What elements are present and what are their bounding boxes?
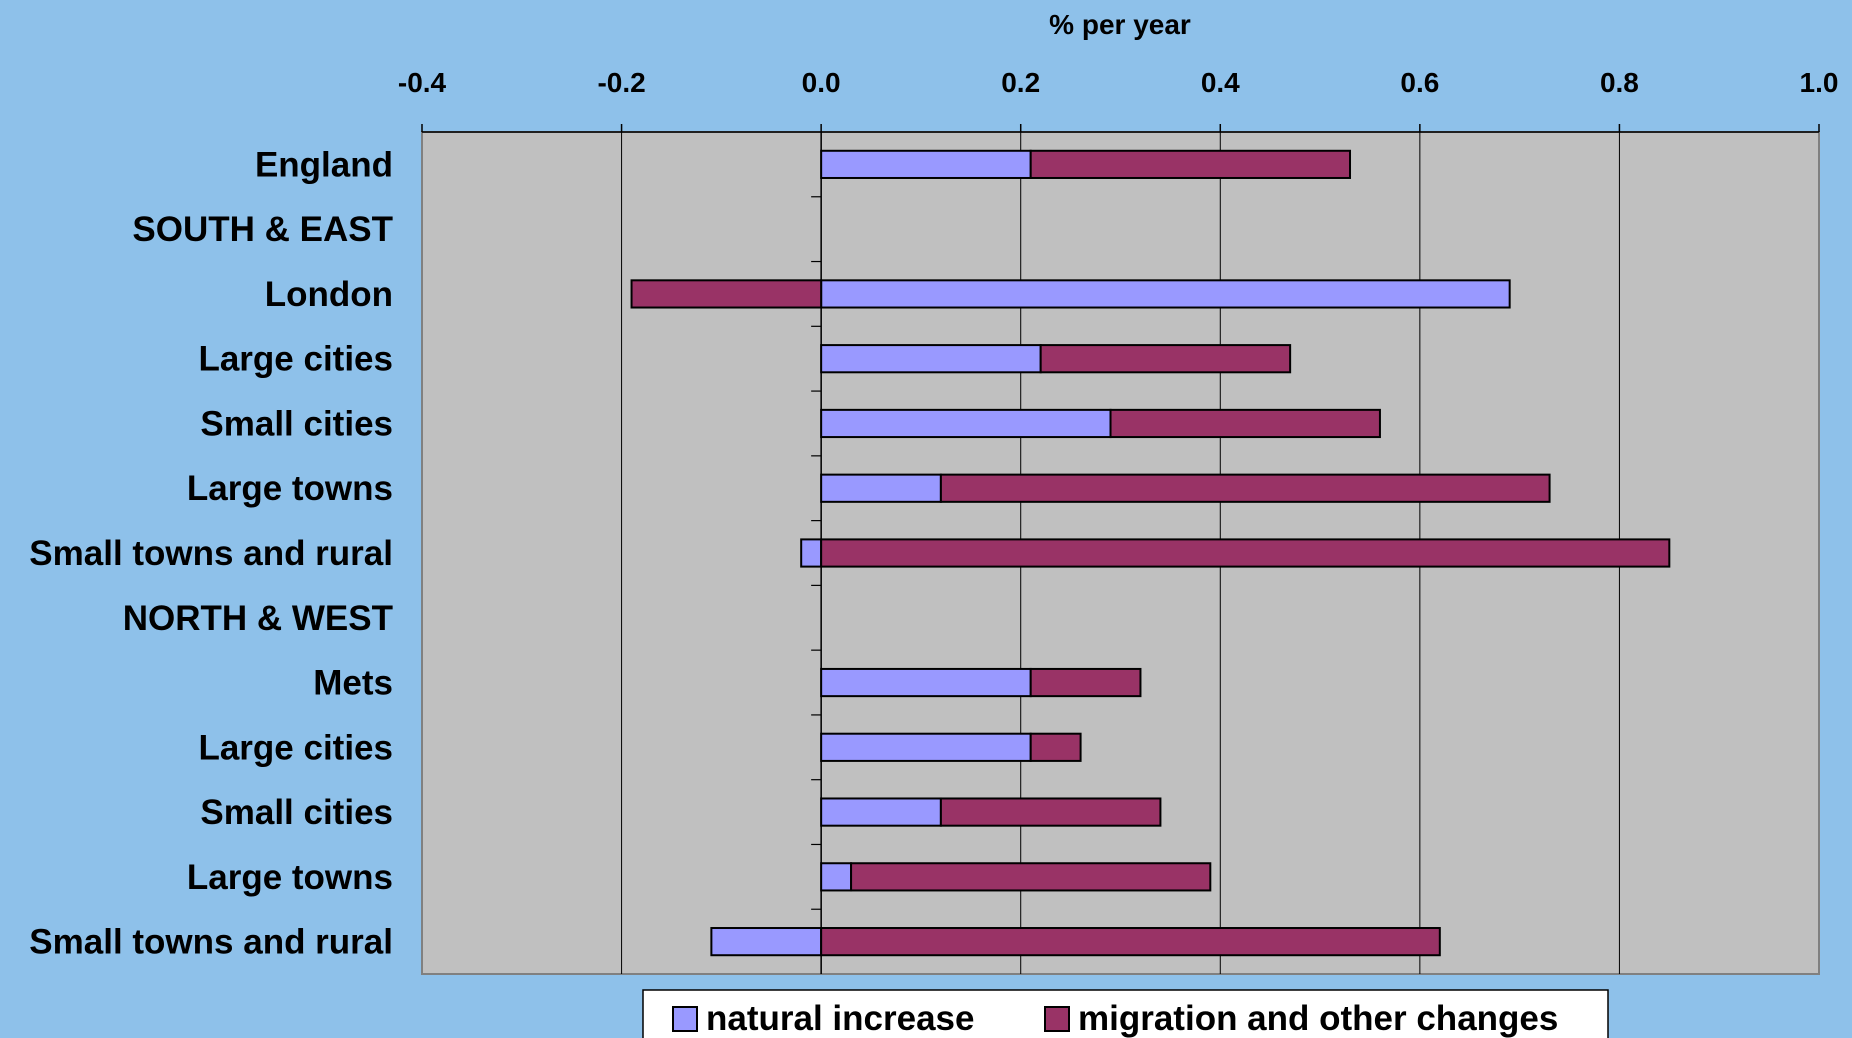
bars: [630, 149, 1671, 957]
bar-segment: [820, 149, 1032, 179]
bar-segment: [939, 473, 1551, 503]
category-label: England: [255, 145, 393, 184]
category-label: Small towns and rural: [29, 534, 393, 573]
legend-label-migration: migration and other changes: [1078, 999, 1558, 1038]
x-axis-title: % per year: [1049, 9, 1191, 40]
category-label: Large cities: [198, 340, 393, 379]
bar-segment: [1039, 344, 1292, 374]
x-tick-label: 0.4: [1201, 67, 1240, 98]
category-label: Small towns and rural: [29, 923, 393, 962]
category-label: NORTH & WEST: [123, 599, 393, 638]
category-label: Small cities: [200, 793, 393, 832]
bar-segment: [1029, 732, 1082, 762]
legend-label-natural-increase: natural increase: [706, 999, 974, 1038]
bar-segment: [710, 927, 823, 957]
category-label: Large cities: [198, 728, 393, 767]
bar-segment: [820, 344, 1042, 374]
bar-segment: [800, 538, 823, 568]
x-tick-label: 0.6: [1400, 67, 1439, 98]
bar-segment: [820, 862, 853, 892]
bar-segment: [820, 473, 942, 503]
bar-segment: [630, 279, 823, 309]
category-label: SOUTH & EAST: [132, 210, 393, 249]
bar-segment: [820, 927, 1441, 957]
bar-segment: [820, 538, 1671, 568]
bar-segment: [1029, 667, 1142, 698]
bar-segment: [1029, 149, 1352, 179]
bar-segment: [820, 408, 1112, 439]
x-tick-label: -0.2: [597, 67, 645, 98]
category-label: Large towns: [187, 858, 393, 897]
legend: natural increase migration and other cha…: [642, 989, 1609, 1038]
legend-box: [642, 989, 1609, 1038]
category-label: Large towns: [187, 469, 393, 508]
x-tick-label: 0.8: [1600, 67, 1639, 98]
bar-segment: [820, 667, 1032, 698]
x-tick-label: 0.0: [802, 67, 841, 98]
legend-swatch-natural-increase: [672, 1006, 698, 1032]
legend-swatch-migration: [1044, 1006, 1070, 1032]
bar-segment: [820, 732, 1032, 762]
bar-segment: [939, 797, 1162, 827]
bar-segment: [820, 797, 942, 827]
x-tick-label: 1.0: [1800, 67, 1839, 98]
category-labels: England SOUTH & EAST London Large cities Sma…: [29, 145, 393, 961]
axes: -0.4 -0.2 0.0 0.2 0.4 0.6 0.8 1.0: [398, 67, 1839, 974]
x-tick-label: -0.4: [398, 67, 447, 98]
category-label: Small cities: [200, 404, 393, 443]
category-label: Mets: [313, 664, 393, 703]
bar-segment: [850, 862, 1212, 892]
x-tick-label: 0.2: [1001, 67, 1040, 98]
category-label: London: [265, 275, 393, 314]
bar-segment: [820, 279, 1511, 309]
bar-segment: [1109, 408, 1381, 439]
